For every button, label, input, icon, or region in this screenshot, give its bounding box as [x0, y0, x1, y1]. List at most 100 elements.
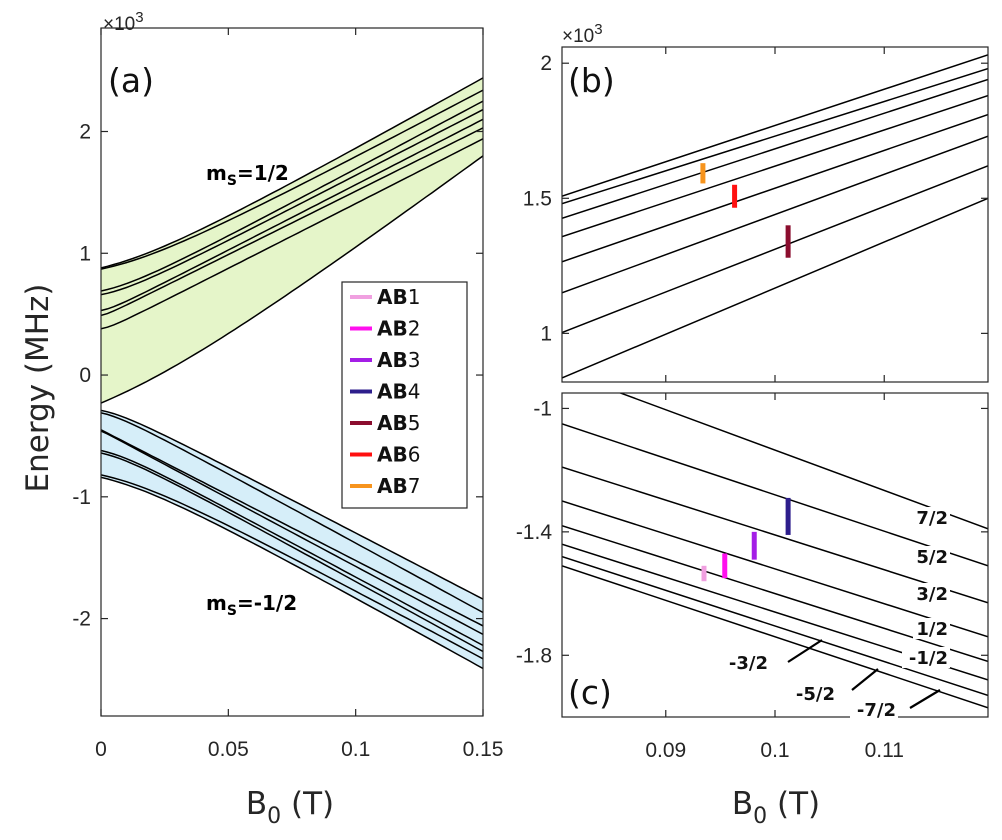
upper-level-line	[101, 108, 483, 296]
y-tick-label: 0	[79, 364, 91, 387]
y-tick-label: -1	[533, 397, 552, 420]
state-label-bg	[722, 652, 770, 673]
lower-level-line	[101, 412, 483, 614]
x-tick-label: 0.1	[760, 739, 789, 762]
upper-level-line	[101, 89, 483, 270]
level-line-b	[562, 78, 988, 219]
y-axis-title: Energy (MHz)	[20, 284, 56, 493]
x-tick-label: 0.15	[463, 738, 504, 761]
lower-band-fill	[101, 410, 483, 669]
level-line-c	[562, 555, 988, 697]
x-tick-label: 0.05	[208, 738, 249, 761]
panel-a: 0 0.05 0.1 0.15 -2 -1 0 1 2 (a) ×103 mS=1/2 mS=-…	[72, 9, 503, 761]
exponent-a: ×103	[103, 9, 144, 35]
legend-box	[341, 281, 468, 509]
level-line-c	[562, 466, 988, 604]
x-axis-title-left: B0 (T)	[246, 786, 334, 829]
state-label-leader	[851, 668, 879, 691]
y-tick-label: -2	[72, 608, 91, 631]
legend-entry: AB7	[377, 474, 420, 498]
panel-label-a: (a)	[108, 61, 154, 100]
state-label-bg	[913, 546, 950, 567]
legend-entry: AB6	[377, 443, 420, 467]
level-line-b	[562, 54, 988, 197]
state-label-bg	[913, 507, 950, 528]
level-line-b	[562, 113, 988, 263]
ms-down-label: mS=-1/2	[206, 591, 297, 619]
level-line-b	[562, 135, 988, 294]
state-label-bg	[913, 618, 950, 639]
legend-entry: AB3	[377, 348, 420, 372]
lower-level-line	[101, 409, 483, 600]
state-label-bg	[789, 683, 837, 704]
state-label-leader	[787, 639, 823, 663]
legend-entry: AB4	[377, 380, 420, 404]
x-tick-label: 0.11	[865, 739, 904, 762]
level-line-b	[562, 197, 988, 379]
energy-level-lines	[101, 77, 483, 670]
state-label-bg	[850, 699, 898, 720]
y-tick-label: -1	[72, 486, 91, 509]
upper-level-line	[101, 127, 483, 317]
y-tick-label: 1	[79, 242, 91, 265]
ticks-b: 11.52	[523, 47, 988, 382]
transition-marks-c	[701, 497, 791, 582]
level-line-c	[618, 393, 988, 530]
state-labels: 7/2 5/2 3/2 1/2 -1/2 -3/2 -5/2 -7/2	[722, 507, 950, 721]
level-line-b	[562, 165, 988, 334]
panel-b: 11.52 (b) ×103	[523, 21, 989, 383]
lower-level-line	[101, 474, 483, 660]
y-tick-label: -1.8	[516, 644, 552, 667]
level-line-c	[562, 423, 988, 567]
ms-up-label: mS=1/2	[206, 161, 289, 189]
upper-level-line	[101, 138, 483, 330]
ticks-c: 0.09 0.1 0.11 -1 -1.4 -1.8	[516, 393, 988, 762]
level-line-c	[562, 500, 988, 638]
x-tick-label: 0.09	[645, 739, 686, 762]
lower-level-line	[101, 476, 483, 670]
legend-entry: AB1	[377, 285, 420, 309]
x-tick-label: 0	[95, 738, 107, 761]
state-label-leader	[909, 689, 941, 709]
state-label-bg	[913, 583, 950, 604]
state-label: 1/2	[916, 619, 948, 640]
level-line-c	[562, 565, 988, 709]
lower-level-line	[101, 449, 483, 647]
level-line-b	[562, 94, 988, 238]
x-axis-title-right: B0 (T)	[732, 786, 820, 829]
legend-entry: AB5	[377, 411, 420, 435]
upper-level-line	[101, 77, 483, 269]
state-label: -5/2	[796, 684, 835, 705]
state-label-leaders	[787, 639, 941, 709]
plot-frame-a	[100, 27, 484, 717]
upper-level-line	[101, 100, 483, 292]
lower-level-line	[101, 452, 483, 653]
transition-marks-b	[700, 163, 791, 258]
upper-level-line	[101, 118, 483, 312]
state-label: 5/2	[916, 547, 948, 568]
y-tick-label: 1.5	[523, 187, 552, 210]
state-label: -1/2	[909, 648, 948, 669]
lower-level-line	[101, 430, 483, 636]
level-line-b	[562, 67, 988, 205]
ticks-a: 0 0.05 0.1 0.15 -2 -1 0 1 2	[72, 28, 503, 761]
legend-entry: AB2	[377, 317, 420, 341]
y-tick-label: 2	[540, 52, 552, 75]
y-tick-label: 2	[79, 121, 91, 144]
state-label: 7/2	[916, 508, 948, 529]
y-tick-label: -1.4	[516, 521, 553, 544]
state-label: -7/2	[857, 700, 896, 721]
exponent-b: ×103	[562, 21, 603, 47]
state-label: 3/2	[916, 584, 948, 605]
x-tick-label: 0.1	[341, 738, 370, 761]
panel-label-c: (c)	[568, 673, 612, 712]
state-label-bg	[902, 647, 950, 668]
state-label: -3/2	[729, 653, 768, 674]
panel-label-b: (b)	[568, 61, 615, 100]
panel-c: 0.09 0.1 0.11 -1 -1.4 -1.8 7/2 5/2 3/2 1/2 -1/2 -3…	[516, 392, 989, 762]
y-tick-label: 1	[540, 322, 552, 345]
energy-level-lines-b	[562, 54, 988, 379]
upper-level-line	[101, 155, 483, 404]
lower-level-line	[101, 429, 483, 627]
